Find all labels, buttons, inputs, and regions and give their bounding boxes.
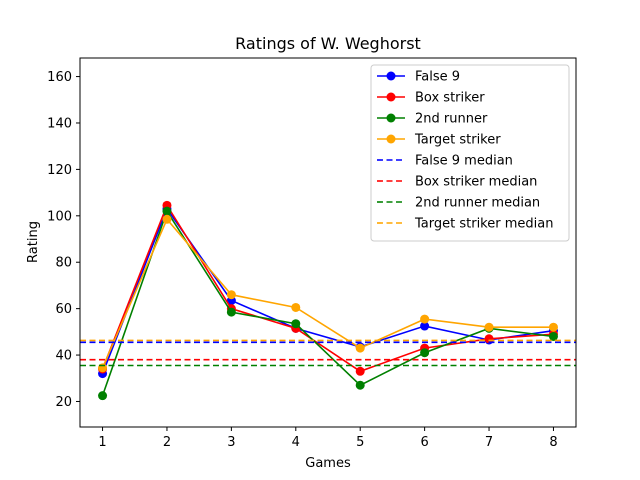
x-tick-label: 3 <box>227 435 235 450</box>
legend-item: 2nd runner <box>377 112 488 127</box>
x-tick-label: 6 <box>420 435 428 450</box>
data-point <box>291 302 301 312</box>
data-point <box>98 391 108 401</box>
legend-label: False 9 median <box>415 154 513 169</box>
y-tick-label: 60 <box>55 302 72 317</box>
y-tick-label: 100 <box>47 209 72 224</box>
legend-label: 2nd runner <box>415 112 488 127</box>
y-tick-label: 160 <box>47 70 72 85</box>
legend-item: False 9 median <box>377 154 513 169</box>
legend: False 9 Box striker 2nd runner Target strik… <box>370 64 570 242</box>
y-tick-label: 120 <box>47 163 72 178</box>
chart-title: Ratings of W. Weghorst <box>235 34 421 53</box>
legend-box <box>370 64 570 242</box>
data-point <box>548 331 558 341</box>
series-line <box>101 207 554 374</box>
data-point <box>226 290 236 300</box>
data-point <box>355 343 365 353</box>
series-line <box>101 217 554 369</box>
data-point <box>484 322 494 332</box>
data-point <box>548 322 558 332</box>
data-point <box>291 319 301 329</box>
x-tick-label: 7 <box>485 435 493 450</box>
x-axis-label: Games <box>305 456 351 471</box>
legend-item: Box striker median <box>377 175 537 190</box>
legend-marker <box>386 113 396 123</box>
y-axis: 20 40 60 80 100 120 140 160 <box>47 70 80 410</box>
legend-marker <box>386 92 396 102</box>
data-point <box>162 214 172 224</box>
legend-item: 2nd runner median <box>377 196 540 211</box>
legend-label: 2nd runner median <box>415 196 540 211</box>
data-point <box>420 314 430 324</box>
legend-item: Box striker <box>377 91 485 106</box>
data-point <box>355 366 365 376</box>
data-point <box>162 206 172 216</box>
x-tick-label: 4 <box>292 435 300 450</box>
legend-label: False 9 <box>415 70 460 85</box>
x-tick-label: 5 <box>356 435 364 450</box>
legend-label: Target striker <box>414 133 501 148</box>
legend-label: Box striker median <box>415 175 537 190</box>
y-tick-label: 140 <box>47 116 72 131</box>
data-point <box>420 321 430 331</box>
x-tick-label: 8 <box>549 435 557 450</box>
legend-marker <box>386 71 396 81</box>
legend-item: Target striker median <box>377 217 553 232</box>
legend-marker <box>386 134 396 144</box>
data-point <box>226 307 236 317</box>
series-line <box>101 203 554 373</box>
y-tick-label: 20 <box>55 395 72 410</box>
plot-frame <box>79 57 577 428</box>
plot-area <box>80 200 576 401</box>
legend-item: False 9 <box>377 70 460 85</box>
legend-label: Target striker median <box>414 217 553 232</box>
x-tick-label: 2 <box>163 435 171 450</box>
series-line <box>101 209 554 396</box>
data-point <box>98 363 108 373</box>
y-axis-label: Rating <box>26 221 41 263</box>
data-point <box>420 348 430 358</box>
x-tick-label: 1 <box>98 435 106 450</box>
legend-label: Box striker <box>415 91 485 106</box>
x-axis: 1 2 3 4 5 6 7 8 <box>98 427 558 450</box>
data-point <box>355 380 365 390</box>
y-tick-label: 80 <box>55 256 72 271</box>
legend-item: Target striker <box>377 133 501 148</box>
y-tick-label: 40 <box>55 349 72 364</box>
